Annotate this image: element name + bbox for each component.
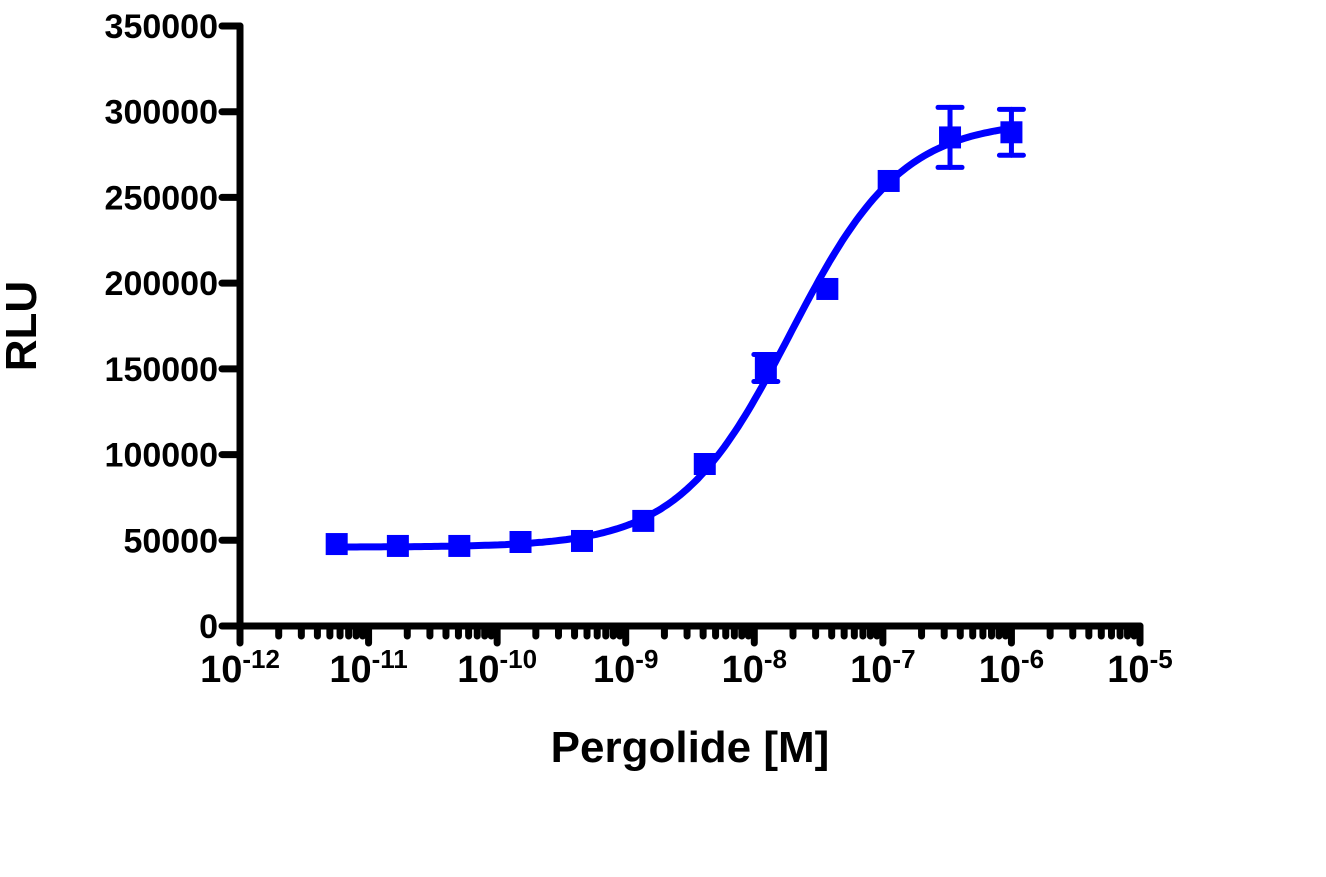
data-point — [877, 169, 900, 192]
x-tick-label: 10-5 — [1107, 644, 1172, 691]
data-point — [1000, 121, 1023, 144]
data-point — [632, 509, 655, 532]
data-point — [816, 277, 839, 300]
data-point — [325, 533, 348, 556]
y-axis-title: RLU — [0, 281, 46, 371]
fit-curve — [333, 124, 1015, 551]
y-tick-label: 200000 — [105, 265, 218, 303]
y-tick-label: 0 — [199, 608, 218, 646]
y-tick-label: 250000 — [105, 179, 218, 217]
x-tick-label: 10-7 — [850, 644, 915, 691]
y-tick-label: 350000 — [105, 8, 218, 46]
axes: 0 50000 100000 150000 200000 250000 300000 3500… — [105, 8, 1173, 691]
x-tick-label: 10-9 — [593, 644, 658, 691]
x-axis-title: Pergolide [M] — [551, 723, 830, 772]
x-tick-label: 10-6 — [979, 644, 1044, 691]
x-tick-label: 10-12 — [200, 644, 280, 691]
data-point — [754, 357, 777, 379]
data-point — [570, 529, 593, 552]
plot-area — [325, 104, 1026, 557]
y-tick-label: 50000 — [123, 522, 218, 560]
y-tick-label: 100000 — [105, 437, 218, 475]
y-tick-label: 150000 — [105, 351, 218, 389]
data-point — [693, 453, 716, 475]
x-tick-label: 10-10 — [457, 644, 537, 691]
data-point — [509, 531, 532, 553]
data-point — [939, 126, 962, 149]
x-tick-label: 10-8 — [722, 644, 787, 691]
y-tick-label: 300000 — [105, 94, 218, 132]
x-tick-label: 10-11 — [329, 644, 407, 691]
data-point — [448, 534, 471, 557]
data-point — [386, 534, 409, 557]
